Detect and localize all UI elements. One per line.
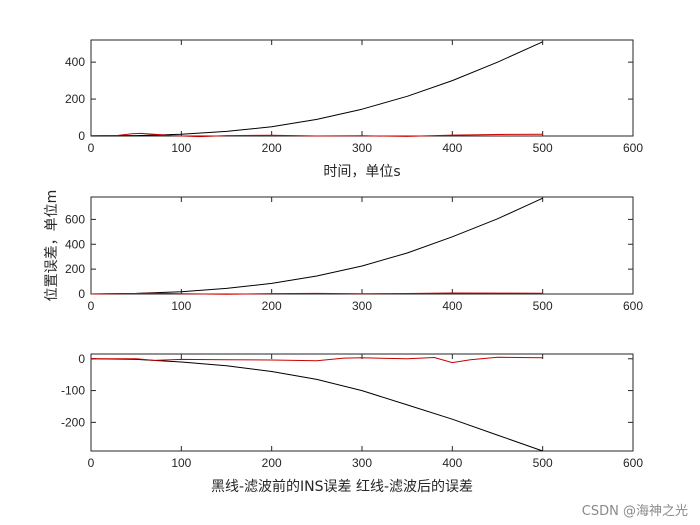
x-tick-label-bottom: 300: [352, 456, 372, 470]
y-tick-label-bottom: -200: [61, 415, 85, 429]
axes-top: 0 100 200 300 400 500 600 0 200 400 时间，单位s: [65, 39, 643, 180]
x-tick-label-top: 600: [623, 141, 643, 155]
x-tick-label-middle: 600: [623, 299, 643, 313]
y-axis-label-middle: 位置误差，单位m: [44, 190, 60, 302]
axes-frame-top: [90, 39, 634, 137]
x-tick-label-middle: 100: [171, 299, 191, 313]
x-tick-label-top: 100: [171, 141, 191, 155]
y-tick-label-top: 0: [78, 129, 85, 143]
x-tick-label-middle: 400: [442, 299, 462, 313]
x-tick-label-middle: 0: [88, 299, 95, 313]
axes-middle: 0 100 200 300 400 500 600 0 200 400 600 位置误差，单位m: [44, 190, 643, 313]
x-tick-label-middle: 200: [262, 299, 282, 313]
series-black-line-bottom: [90, 358, 543, 452]
watermark: CSDN @海神之光: [582, 504, 688, 519]
y-tick-label-bottom: 0: [78, 352, 85, 366]
y-tick-label-middle: 600: [65, 212, 85, 226]
x-axis-label-bottom: 黑线-滤波前的INS误差 红线-滤波后的误差: [211, 478, 473, 495]
series-red-line-top: [90, 132, 543, 138]
x-axis-label-top: 时间，单位s: [323, 164, 400, 180]
x-tick-label-middle: 500: [533, 299, 553, 313]
x-tick-label-bottom: 0: [88, 456, 95, 470]
x-tick-label-middle: 300: [352, 299, 372, 313]
axes-frame-middle: [90, 196, 634, 295]
y-tick-label-middle: 0: [78, 287, 85, 301]
y-tick-label-top: 200: [65, 92, 85, 106]
y-tick-label-top: 400: [65, 55, 85, 69]
x-tick-label-bottom: 100: [171, 456, 191, 470]
x-tick-label-top: 500: [533, 141, 553, 155]
axes-bottom: 0 100 200 300 400 500 600 -200 -100 0 黑线-滤波前的INS误差…: [61, 352, 643, 495]
y-tick-label-bottom: -100: [61, 384, 85, 398]
x-tick-label-bottom: 500: [533, 456, 553, 470]
series-red-line-middle: [90, 292, 543, 295]
x-tick-label-bottom: 200: [262, 456, 282, 470]
x-tick-label-top: 400: [442, 141, 462, 155]
x-tick-label-top: 0: [88, 141, 95, 155]
y-tick-label-middle: 200: [65, 262, 85, 276]
series-black-line-middle: [90, 197, 543, 295]
series-red-line-bottom: [91, 356, 543, 364]
y-tick-label-middle: 400: [65, 237, 85, 251]
x-tick-label-bottom: 600: [623, 456, 643, 470]
x-tick-label-top: 200: [262, 141, 282, 155]
axes-frame-bottom: [90, 353, 634, 452]
x-tick-label-top: 300: [352, 141, 372, 155]
x-tick-label-bottom: 400: [442, 456, 462, 470]
